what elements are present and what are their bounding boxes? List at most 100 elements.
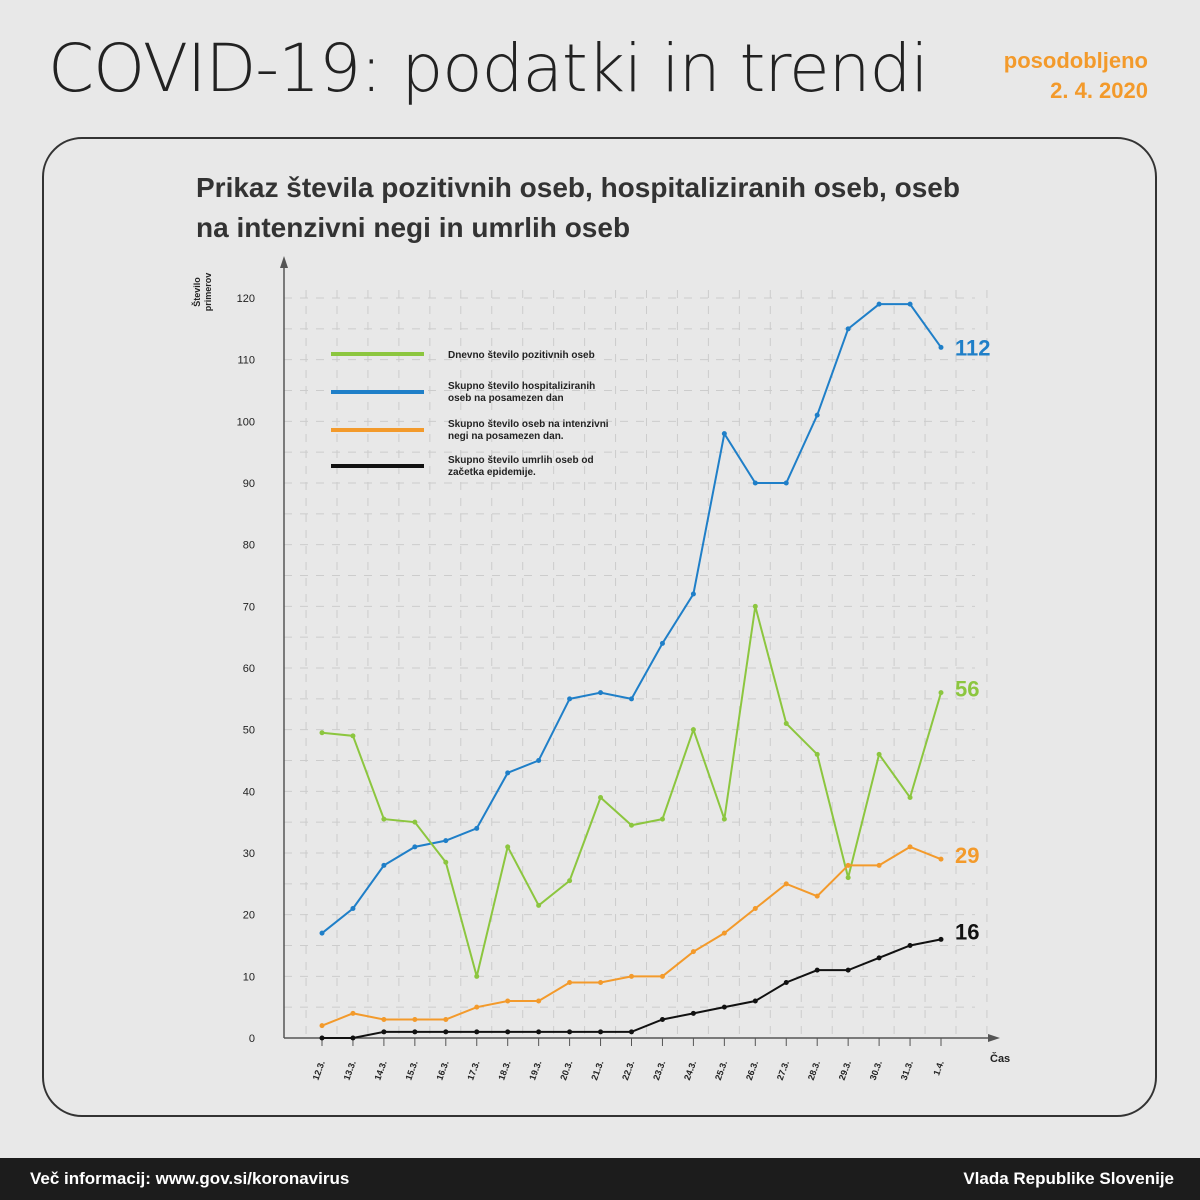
legend-label: Skupno število oseb na intenzivni [448, 419, 609, 430]
data-point [505, 1029, 511, 1035]
data-point [938, 690, 944, 696]
data-point [845, 326, 851, 332]
data-point [567, 980, 573, 985]
data-point [783, 721, 789, 726]
data-point [381, 1017, 387, 1022]
data-point [536, 998, 542, 1004]
data-point [907, 795, 913, 800]
data-point [938, 936, 944, 942]
data-point [659, 816, 665, 822]
data-point [598, 795, 604, 800]
footer-info-link[interactable]: Več informacij: www.gov.si/koronavirus [30, 1169, 350, 1188]
y-tick-label: 90 [243, 478, 255, 490]
end-value-label: 56 [955, 677, 979, 702]
x-tick-label: 28.3. [806, 1059, 822, 1081]
y-axis-arrow [280, 256, 288, 268]
x-tick-label: 13.3. [342, 1059, 358, 1081]
data-point [690, 949, 696, 955]
data-point [876, 955, 882, 961]
data-point [350, 1035, 356, 1041]
y-tick-label: 70 [243, 601, 255, 613]
data-point [721, 816, 727, 822]
y-axis-label: primerov [203, 273, 213, 312]
data-point [319, 930, 325, 936]
x-tick-label: 14.3. [373, 1059, 389, 1081]
data-point [690, 727, 696, 733]
data-point [505, 998, 511, 1004]
end-value-label: 112 [955, 335, 991, 360]
x-tick-label: 18.3. [496, 1059, 512, 1081]
x-tick-label: 23.3. [651, 1059, 667, 1081]
data-point [350, 733, 356, 739]
legend-label: Dnevno število pozitivnih oseb [448, 350, 595, 361]
data-point [567, 696, 573, 702]
x-tick-label: 22.3. [620, 1059, 636, 1081]
data-point [814, 751, 820, 757]
data-point [659, 973, 665, 979]
data-point [505, 844, 511, 850]
data-point [845, 875, 851, 881]
legend-label: Skupno število umrlih oseb od [448, 455, 594, 466]
y-tick-label: 120 [237, 293, 255, 305]
x-tick-label: 27.3. [775, 1059, 791, 1081]
series-line [322, 938, 942, 1039]
data-point [721, 930, 727, 936]
footer: Več informacij: www.gov.si/koronavirus V… [0, 1158, 1200, 1200]
data-point [690, 1010, 696, 1016]
data-point [814, 967, 820, 973]
data-point [752, 480, 758, 486]
updated-label: posodobljeno [1003, 48, 1148, 73]
updated-date: 2. 4. 2020 [1050, 78, 1148, 103]
data-point [474, 825, 480, 831]
data-point [629, 973, 634, 979]
data-point [319, 1035, 325, 1041]
data-point [536, 902, 542, 908]
data-point [567, 1029, 573, 1035]
data-point [690, 591, 696, 597]
data-point [443, 1029, 449, 1035]
data-point [412, 819, 418, 825]
end-value-label: 16 [955, 919, 979, 944]
data-point [907, 844, 913, 850]
x-tick-label: 1.4. [931, 1059, 946, 1077]
data-point [598, 690, 604, 696]
x-tick-label: 19.3. [527, 1059, 543, 1081]
data-point [598, 980, 604, 985]
data-point [536, 758, 542, 763]
data-point [783, 881, 789, 887]
data-point [567, 878, 573, 884]
chart-title-line1: Prikaz števila pozitivnih oseb, hospital… [196, 172, 960, 203]
data-point [814, 412, 820, 418]
legend-label: negi na posamezen dan. [448, 431, 564, 442]
data-point [381, 1029, 387, 1035]
data-point [721, 1004, 727, 1010]
data-point [412, 1017, 418, 1022]
updated-info: posodobljeno 2. 4. 2020 [1004, 46, 1148, 106]
x-tick-label: 24.3. [682, 1059, 698, 1081]
data-point [814, 893, 820, 899]
x-tick-label: 20.3. [558, 1059, 574, 1081]
x-tick-label: 29.3. [837, 1059, 853, 1081]
x-axis-label: Čas [990, 1052, 1010, 1065]
data-point [319, 1023, 325, 1029]
data-point [876, 301, 882, 307]
data-point [629, 1029, 634, 1035]
data-point [629, 822, 634, 828]
data-point [938, 856, 944, 862]
x-tick-label: 21.3. [589, 1059, 605, 1081]
y-tick-label: 100 [237, 416, 255, 428]
data-point [907, 301, 913, 307]
y-axis-label: Število [191, 277, 202, 307]
data-point [412, 1029, 418, 1035]
chart-frame [42, 137, 1157, 1117]
data-point [443, 859, 449, 865]
data-point [474, 1029, 480, 1035]
y-tick-label: 60 [243, 663, 255, 675]
footer-org: Vlada Republike Slovenije [963, 1169, 1174, 1188]
x-axis-arrow [988, 1034, 1000, 1042]
data-point [443, 838, 449, 844]
page-title: COVID-19: podatki in trendi [48, 30, 929, 107]
legend-label: začetka epidemije. [448, 467, 536, 478]
data-point [783, 980, 789, 985]
